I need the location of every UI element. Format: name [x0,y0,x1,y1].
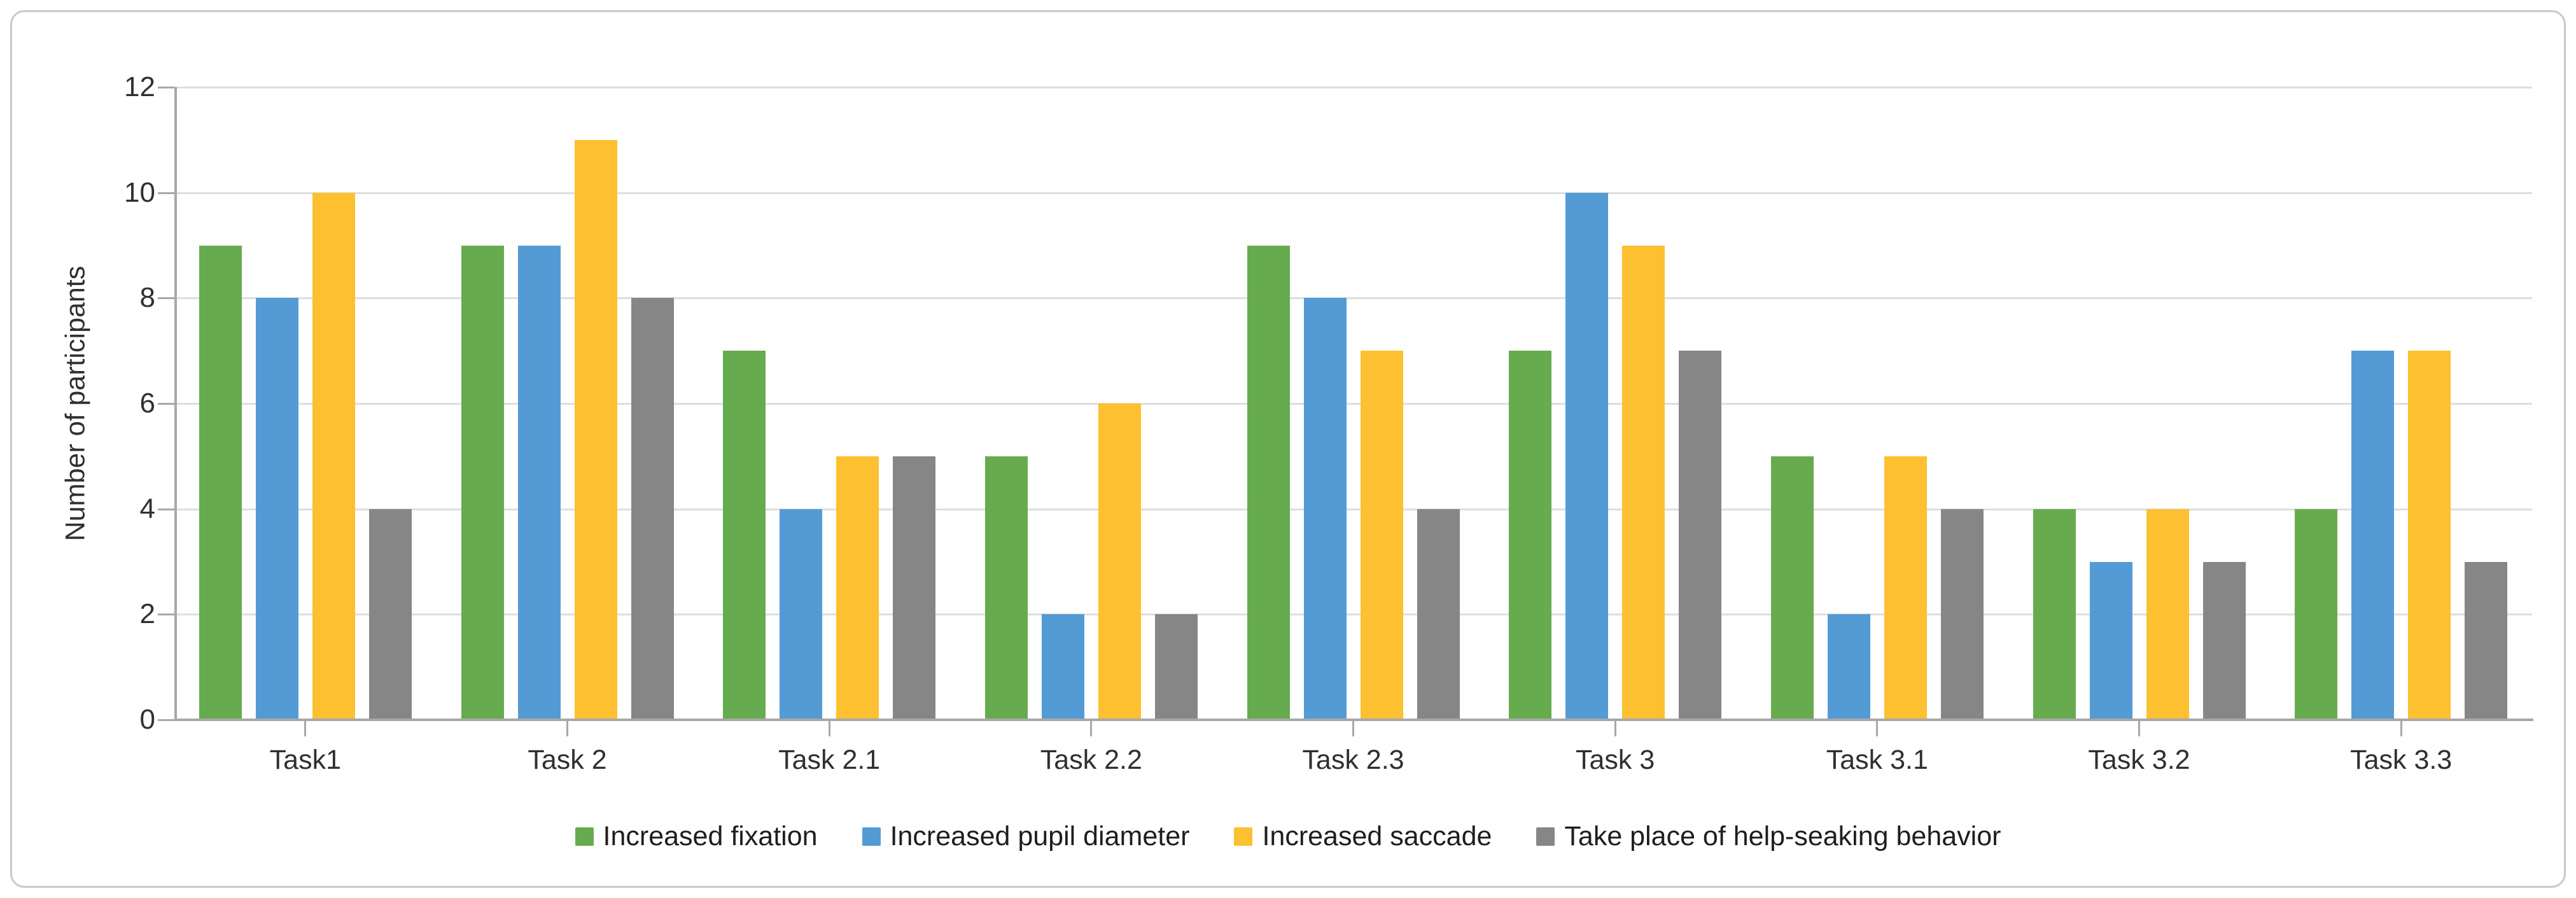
x-category-label-8: Task 3.2 [2088,745,2190,775]
x-tick-mark-2 [566,720,568,736]
x-category-label-1: Task1 [269,745,341,775]
bar-task-2.3-series-1 [1247,245,1290,720]
bar-task-2-series-3 [574,139,617,720]
bar-task-2.2-series-2 [1041,614,1084,720]
bar-task-2.1-series-4 [893,456,936,720]
bar-task-3.1-series-1 [1770,456,1814,720]
bar-task1-series-3 [312,192,355,720]
bar-task-3.2-series-4 [2202,561,2246,720]
bar-task-3.1-series-3 [1884,456,1927,720]
bar-task-3-series-2 [1565,192,1609,720]
legend-swatch-icon [575,827,594,846]
x-category-label-5: Task 2.3 [1302,745,1404,775]
bar-task-2.3-series-4 [1417,509,1460,720]
gridline-y-12 [174,87,2532,88]
legend-swatch-icon [862,827,881,846]
legend-item-4: Take place of help-seaking behavior [1536,821,2001,852]
bar-task-2-series-2 [517,245,561,720]
legend-label: Increased fixation [603,821,818,852]
bar-task-2.1-series-3 [836,456,879,720]
x-tick-mark-8 [2138,720,2140,736]
legend-item-3: Increased saccade [1234,821,1492,852]
gridline-y-10 [174,192,2532,194]
y-tick-label-6: 6 [139,388,155,419]
x-category-label-3: Task 2.1 [778,745,881,775]
legend-label: Increased pupil diameter [890,821,1190,852]
chart-card: Number of participants 0 2 4 6 8 10 12 Task1 Ta… [10,10,2566,888]
bar-task-2.3-series-2 [1303,298,1347,720]
bar-task-3.2-series-1 [2033,509,2076,720]
x-category-label-6: Task 3 [1576,745,1655,775]
bar-task1-series-1 [199,245,242,720]
y-axis-line [174,87,177,721]
bar-task-3.3-series-2 [2351,351,2395,720]
x-tick-mark-4 [1090,720,1093,736]
bar-task-3.3-series-4 [2465,561,2508,720]
bar-task-3.2-series-3 [2146,509,2189,720]
legend: Increased fixation Increased pupil diamet… [12,821,2564,852]
bar-task-3-series-3 [1622,245,1665,720]
x-tick-mark-1 [304,720,307,736]
y-tick-label-2: 2 [139,598,155,630]
x-category-label-2: Task 2 [528,745,607,775]
y-tick-mark-4 [158,508,174,510]
y-tick-label-4: 4 [139,493,155,524]
bar-task-2.2-series-3 [1098,403,1141,720]
y-tick-mark-0 [158,719,174,721]
y-tick-label-10: 10 [124,176,155,208]
x-tick-mark-5 [1352,720,1354,736]
x-tick-mark-7 [1876,720,1879,736]
bar-task-2.2-series-4 [1154,614,1198,720]
bar-task1-series-2 [255,298,298,720]
legend-label: Take place of help-seaking behavior [1564,821,2001,852]
bar-task-2.1-series-2 [780,509,823,720]
bar-task-3.3-series-1 [2295,509,2338,720]
bar-task-3.3-series-3 [2408,351,2451,720]
y-tick-mark-2 [158,614,174,616]
legend-label: Increased saccade [1262,821,1492,852]
y-tick-label-8: 8 [139,282,155,314]
gridline-y-2 [174,614,2532,616]
bar-task-2-series-1 [461,245,504,720]
gridline-y-6 [174,403,2532,405]
bar-task-3.1-series-2 [1827,614,1870,720]
y-tick-mark-10 [158,192,174,194]
legend-swatch-icon [1234,827,1253,846]
gridline-y-8 [174,297,2532,300]
bar-task-3.2-series-2 [2089,561,2132,720]
y-tick-label-0: 0 [139,704,155,735]
y-tick-label-12: 12 [124,71,155,102]
legend-item-2: Increased pupil diameter [862,821,1190,852]
plot-area [174,87,2532,720]
legend-item-1: Increased fixation [575,821,818,852]
bar-task1-series-4 [368,509,412,720]
bar-task-3-series-1 [1509,351,1552,720]
x-tick-mark-9 [2400,720,2402,736]
bar-task-3.1-series-4 [1940,509,1984,720]
bar-task-2.3-series-3 [1360,351,1403,720]
x-tick-mark-3 [828,720,830,736]
bar-task-2.2-series-1 [984,456,1028,720]
bar-task-2.1-series-1 [723,351,766,720]
bar-task-3-series-4 [1679,351,1722,720]
x-category-label-7: Task 3.1 [1826,745,1928,775]
x-category-label-9: Task 3.3 [2350,745,2453,775]
y-tick-mark-12 [158,87,174,88]
legend-swatch-icon [1536,827,1555,846]
y-tick-mark-6 [158,403,174,405]
y-tick-mark-8 [158,297,174,300]
x-tick-mark-6 [1614,720,1616,736]
x-category-label-4: Task 2.2 [1040,745,1142,775]
bar-task-2-series-4 [631,298,674,720]
gridline-y-4 [174,508,2532,510]
